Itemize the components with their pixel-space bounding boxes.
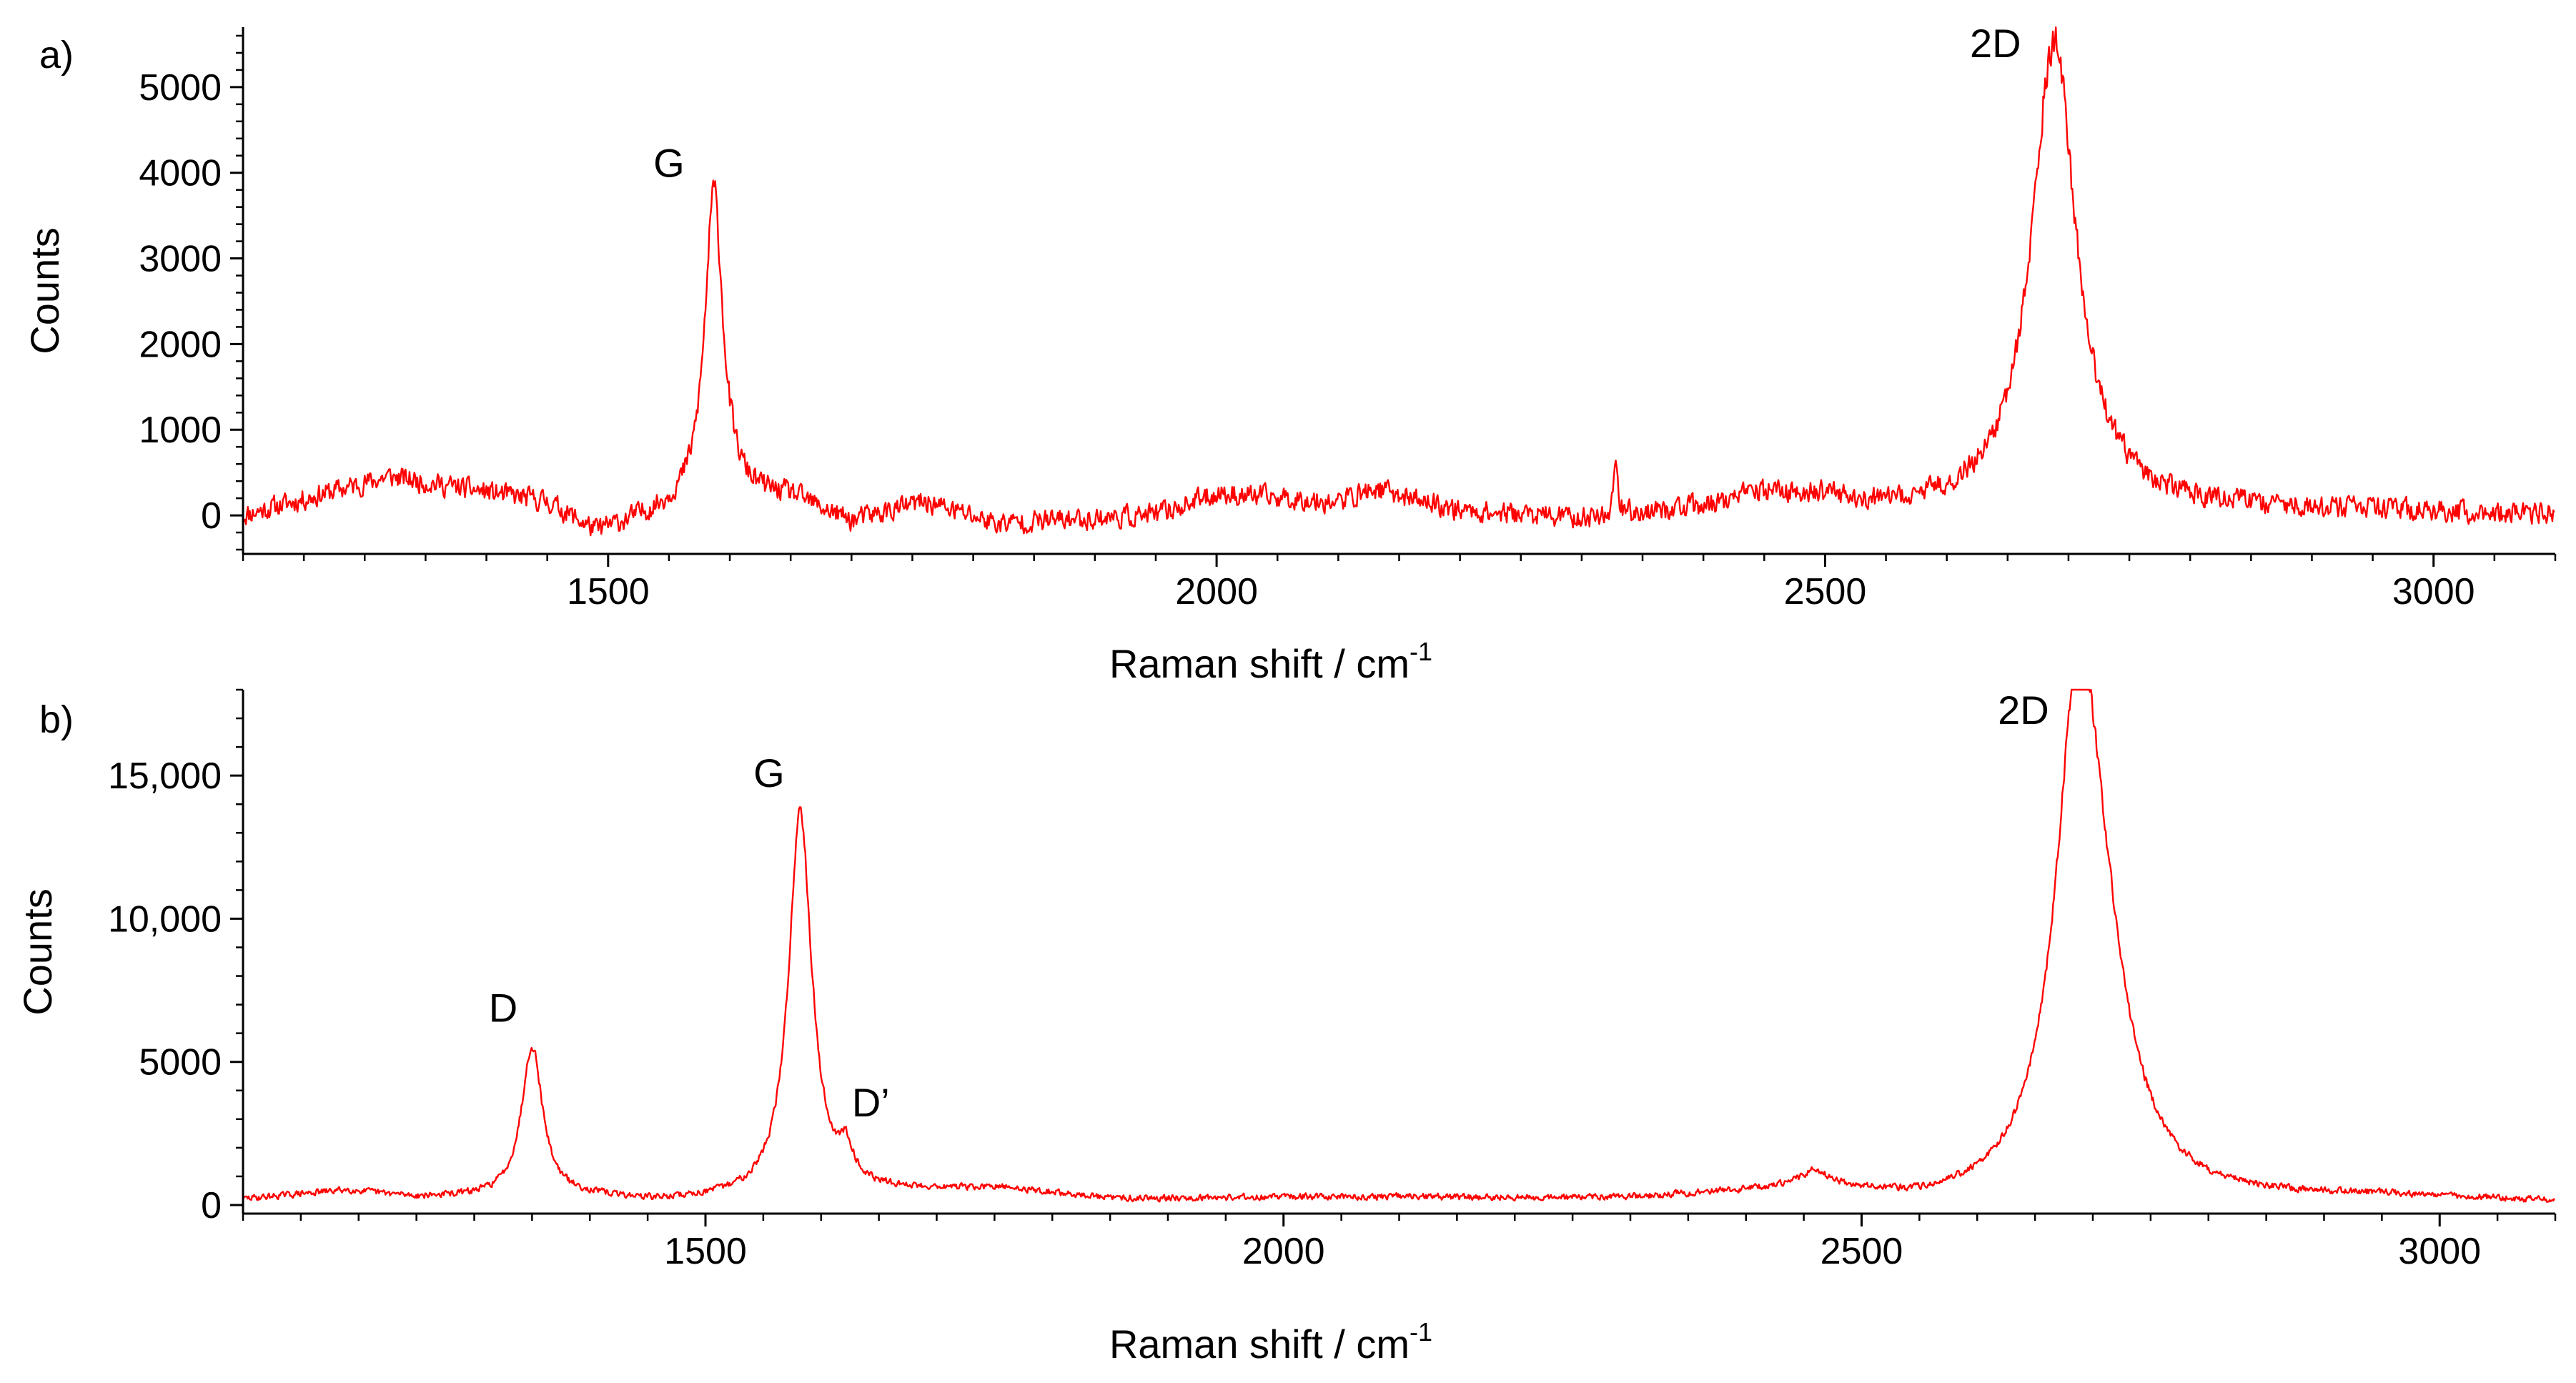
x-axis-label-a: Raman shift / cm-1	[1109, 637, 1432, 686]
x-tick-labels-a: 1500 2000 2500 3000	[567, 571, 2475, 613]
peak-label-2d: 2D	[1970, 21, 2021, 66]
chart-panel-a: 0 1000 2000 3000 4000 5000 1500 2000 250…	[22, 21, 2557, 686]
x-tick-labels-b: 1500 2000 2500 3000	[664, 1231, 2481, 1272]
y-ticks-b	[230, 688, 243, 1206]
peak-labels-b: D G D’ 2D	[489, 688, 2049, 1125]
y-tick-label-b: 15,000	[108, 755, 222, 797]
series-line-a	[242, 26, 2555, 537]
y-tick-label-a: 4000	[139, 153, 222, 194]
peak-labels-a: G 2D	[653, 21, 2021, 186]
x-tick-label-b: 2500	[1820, 1231, 1903, 1272]
peak-label-d-prime: D’	[852, 1080, 890, 1125]
x-tick-label-b: 2000	[1242, 1231, 1325, 1272]
x-tick-label-b: 1500	[664, 1231, 747, 1272]
y-tick-label-a: 5000	[139, 67, 222, 109]
y-tick-label-b: 0	[201, 1185, 222, 1226]
y-tick-labels-b: 0 5000 10,000 15,000	[108, 755, 222, 1226]
chart-panel-b: 0 5000 10,000 15,000 1500 2000 2500 3000…	[15, 688, 2557, 1367]
x-tick-label-a: 2000	[1175, 571, 1258, 613]
y-tick-labels-a: 0 1000 2000 3000 4000 5000	[139, 67, 222, 537]
x-tick-label-a: 3000	[2392, 571, 2475, 613]
y-tick-label-a: 3000	[139, 239, 222, 280]
x-axis-label-b: Raman shift / cm-1	[1109, 1317, 1432, 1367]
y-axis-label-a: Counts	[22, 227, 67, 354]
x-tick-label-b: 3000	[2398, 1231, 2481, 1272]
panel-label-a: a)	[39, 34, 74, 76]
x-tick-label-a: 2500	[1784, 571, 1867, 613]
panel-label-b: b)	[39, 698, 74, 741]
y-tick-label-a: 1000	[139, 410, 222, 451]
y-tick-label-b: 5000	[139, 1042, 222, 1084]
y-tick-label-a: 2000	[139, 324, 222, 365]
y-tick-label-a: 0	[201, 495, 222, 537]
peak-label-d: D	[489, 986, 517, 1031]
peak-label-g: G	[653, 141, 685, 186]
axes-a	[242, 27, 2555, 555]
plot-area-a	[242, 26, 2555, 537]
plot-area-b	[242, 688, 2555, 1204]
peak-label-g: G	[753, 750, 785, 795]
peak-label-2d: 2D	[1998, 688, 2049, 733]
series-line-b	[242, 688, 2555, 1204]
y-ticks-a	[230, 34, 243, 551]
x-tick-label-a: 1500	[567, 571, 650, 613]
x-ticks-a	[242, 554, 2557, 567]
y-axis-label-b: Counts	[15, 888, 60, 1015]
x-ticks-b	[242, 1214, 2557, 1226]
y-tick-label-b: 10,000	[108, 898, 222, 940]
axes-b	[242, 690, 2555, 1215]
